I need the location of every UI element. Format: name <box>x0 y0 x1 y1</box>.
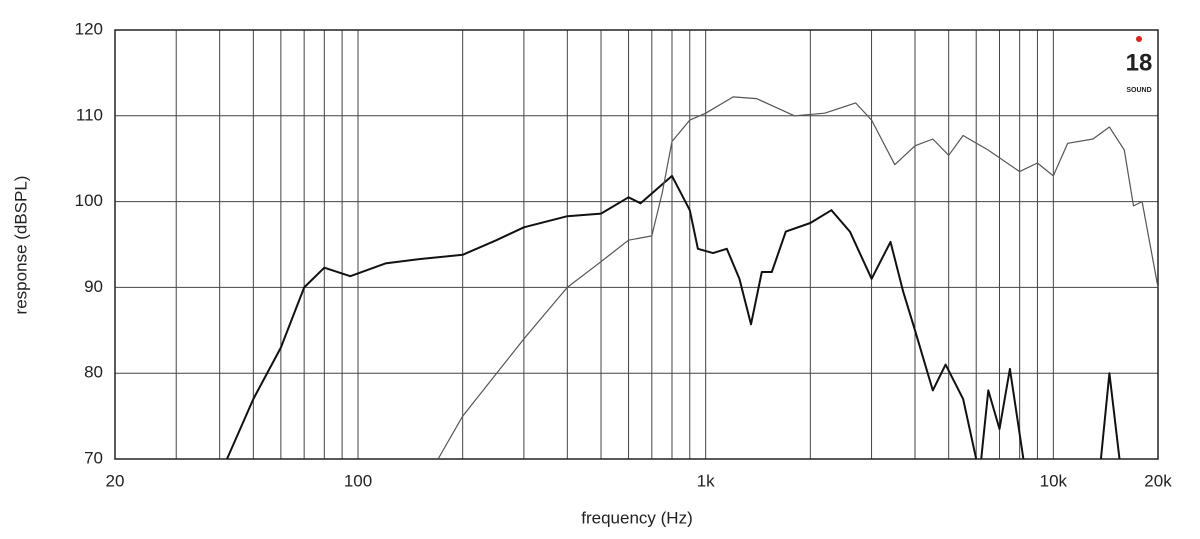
y-tick-label: 70 <box>84 448 103 467</box>
logo-mark: 18 <box>1126 49 1153 76</box>
plot-frame <box>114 29 1159 460</box>
y-tick-label: 110 <box>76 105 103 124</box>
x-tick-label: 1k <box>697 471 715 490</box>
y-tick-label: 80 <box>84 363 103 382</box>
y-tick-label: 100 <box>75 191 103 210</box>
y-tick-label: 120 <box>75 19 103 38</box>
logo-star <box>1136 36 1142 42</box>
y-axis-label: response (dBSPL) <box>11 176 30 315</box>
logo-text: SOUND <box>1126 87 1151 94</box>
x-tick-label: 100 <box>344 471 372 490</box>
response-line <box>226 174 1121 460</box>
x-axis-label: frequency (Hz) <box>581 508 692 527</box>
x-tick-label: 10k <box>1040 471 1068 490</box>
y-tick-label: 90 <box>84 277 103 296</box>
logo: 18 SOUND <box>1126 36 1153 94</box>
response-line <box>437 96 1159 460</box>
x-tick-label: 20k <box>1144 471 1172 490</box>
x-tick-label: 20 <box>106 471 125 490</box>
